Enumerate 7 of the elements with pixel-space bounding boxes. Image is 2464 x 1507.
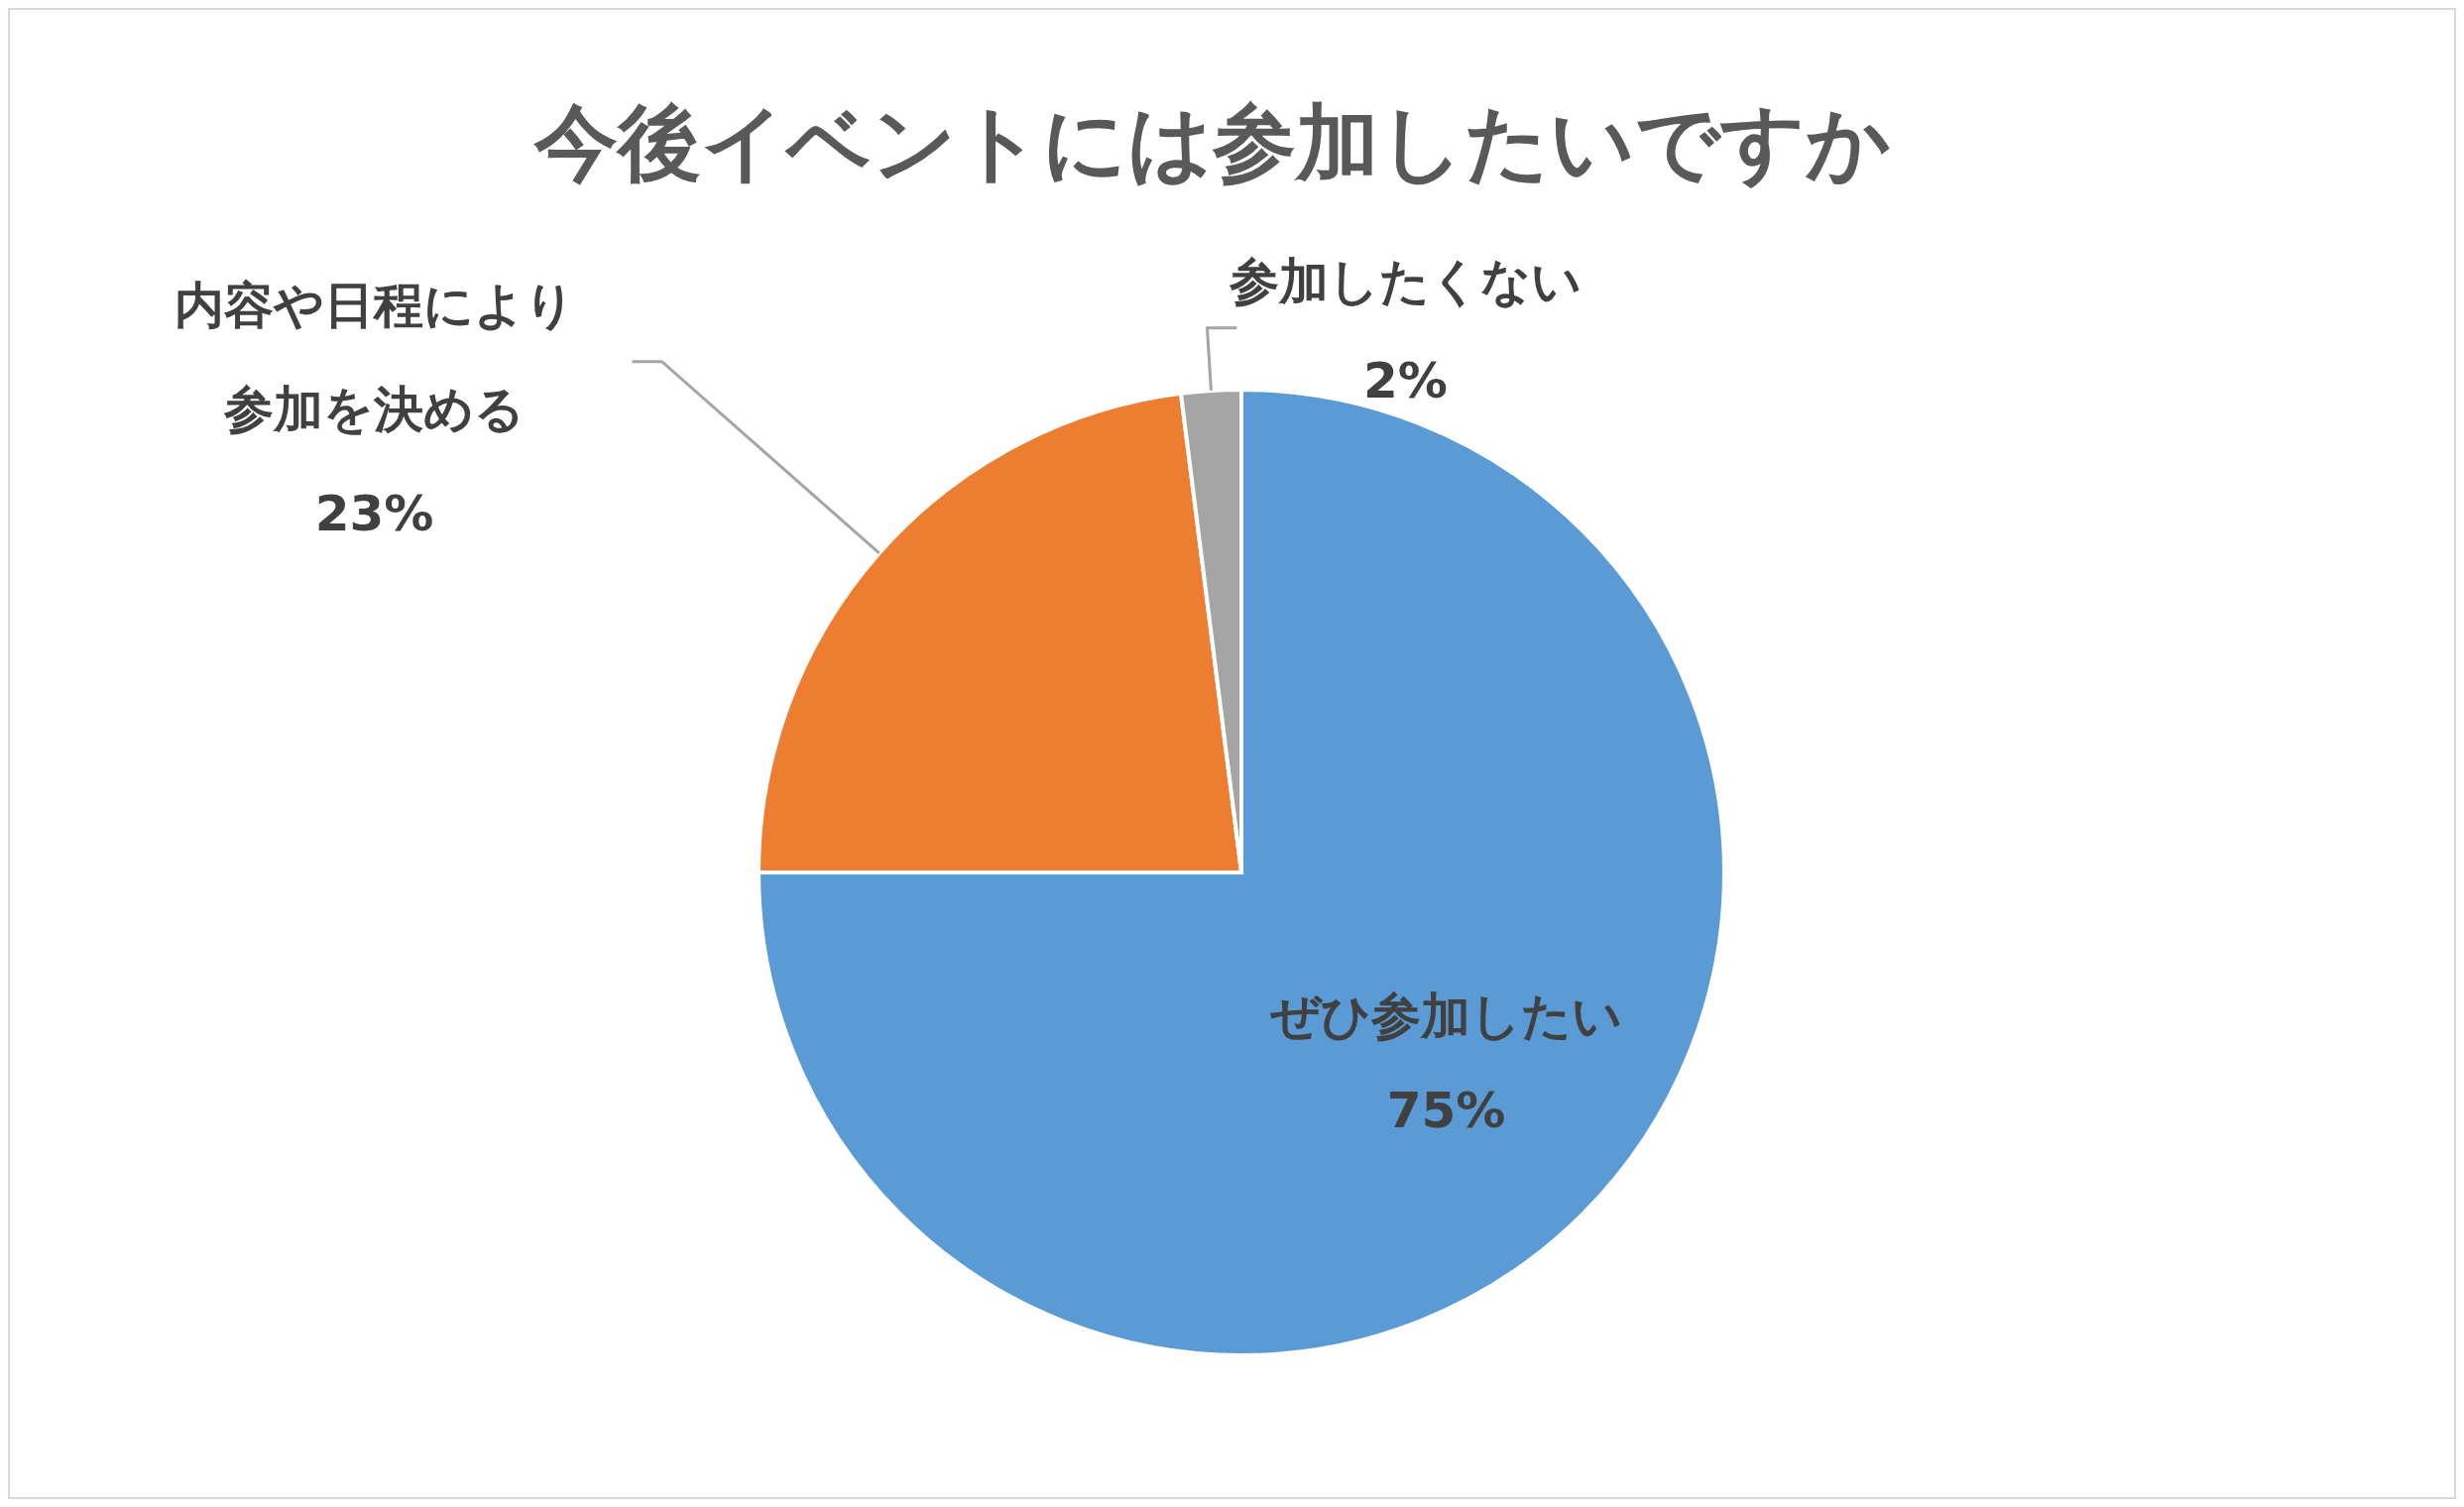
data-label: 23% [314, 484, 434, 542]
slice-label: 内容や日程により参加を決める [174, 276, 575, 438]
data-label: 75% [1386, 1081, 1506, 1139]
slice-label: ぜひ参加したい [1270, 986, 1623, 1045]
chart-title: 今後イベントには参加したいですか [532, 94, 1891, 191]
data-label: 2% [1363, 351, 1448, 409]
slice-label: 参加したくない [1228, 252, 1582, 310]
